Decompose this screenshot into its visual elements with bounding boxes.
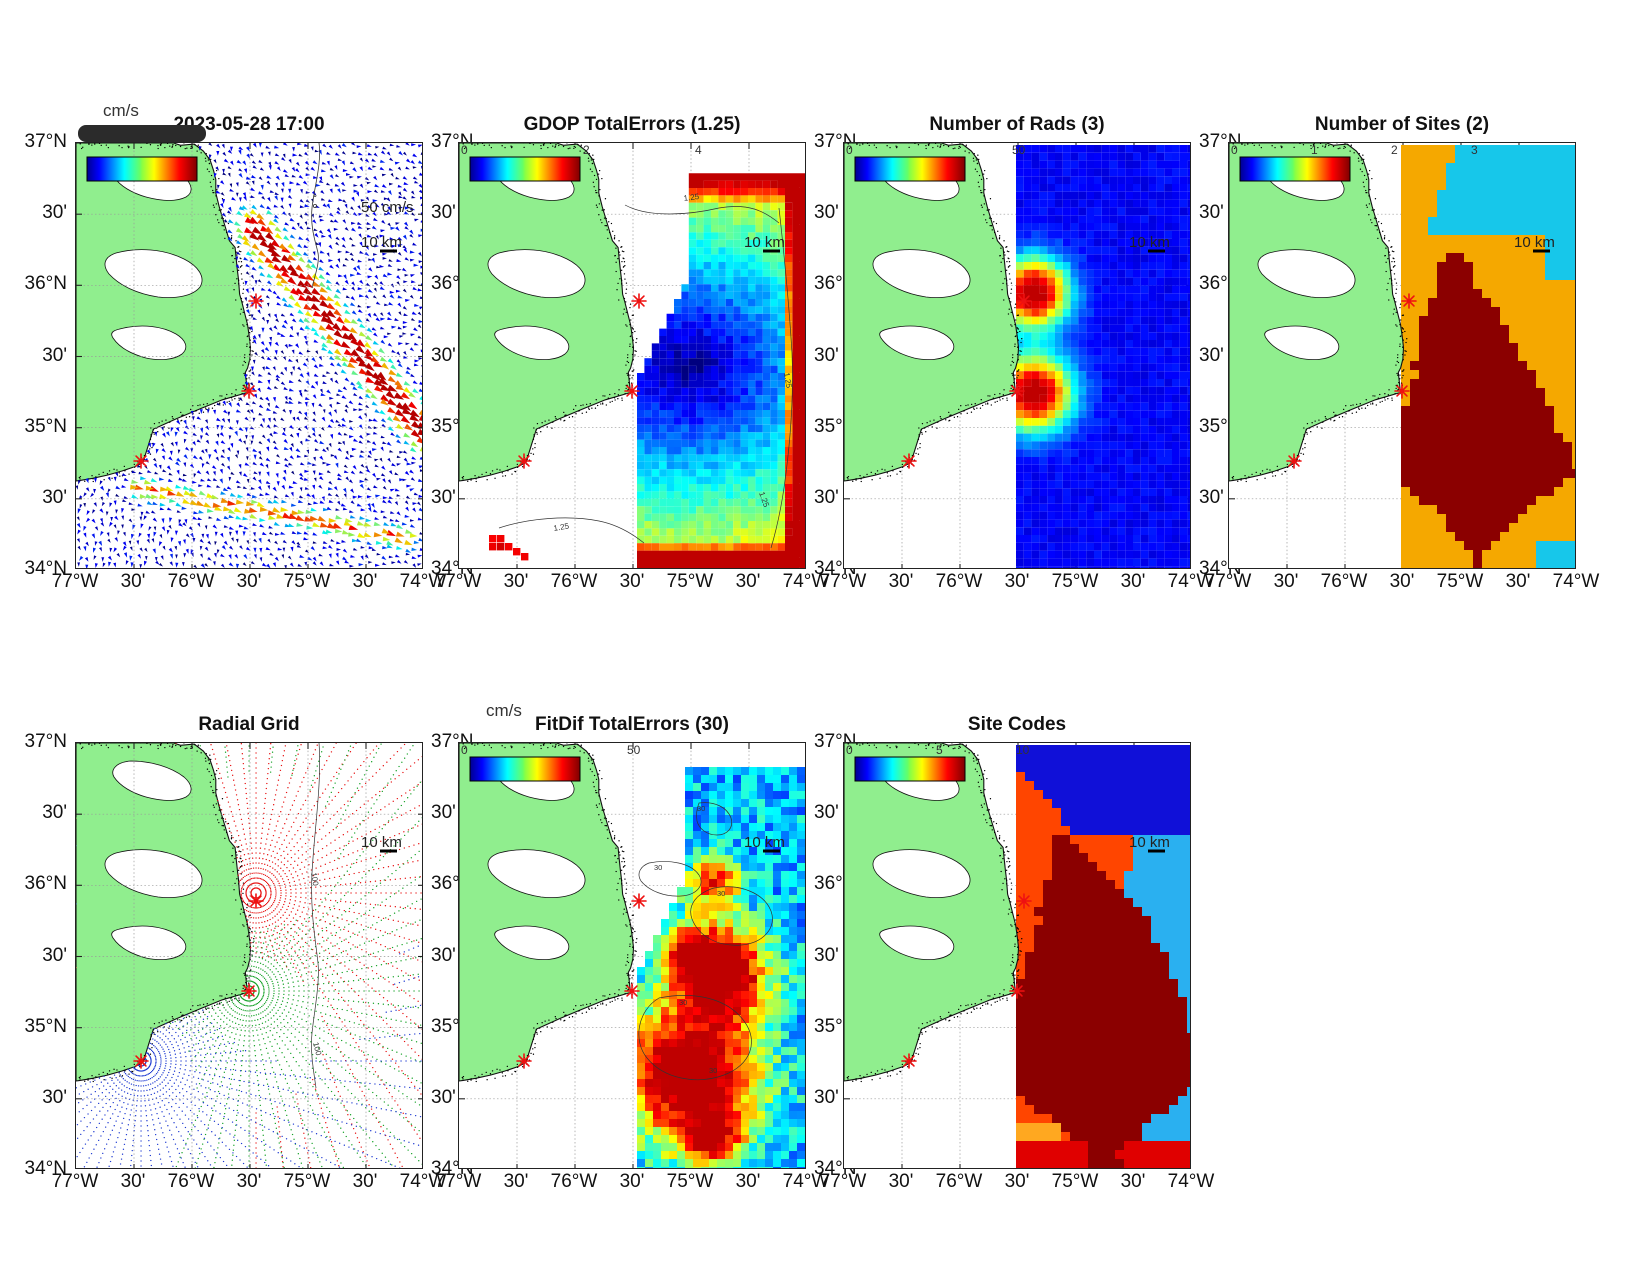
svg-text:10 km: 10 km (361, 234, 402, 251)
svg-text:1: 1 (1311, 143, 1318, 157)
svg-text:50: 50 (1012, 143, 1026, 157)
svg-text:10 km: 10 km (361, 834, 402, 851)
svg-text:10: 10 (1016, 743, 1030, 757)
svg-text:0: 0 (846, 143, 853, 157)
svg-text:2: 2 (583, 143, 590, 157)
svg-text:50 cm/s: 50 cm/s (361, 199, 414, 216)
svg-text:10 km: 10 km (1514, 234, 1555, 251)
svg-text:5: 5 (936, 743, 943, 757)
svg-text:30: 30 (654, 863, 662, 872)
svg-text:10 km: 10 km (1129, 234, 1170, 251)
svg-text:0: 0 (461, 143, 468, 157)
svg-text:30: 30 (717, 889, 725, 898)
svg-text:10 km: 10 km (1129, 834, 1170, 851)
svg-text:0: 0 (461, 743, 468, 757)
svg-text:30: 30 (697, 804, 705, 813)
svg-text:10 km: 10 km (744, 234, 785, 251)
svg-text:1.25: 1.25 (553, 521, 570, 533)
svg-text:°: ° (313, 193, 317, 203)
svg-text:0: 0 (846, 743, 853, 757)
svg-text:30: 30 (679, 998, 687, 1007)
svg-text:30: 30 (709, 1066, 717, 1075)
svg-text:4: 4 (695, 143, 702, 157)
svg-text:10 km: 10 km (744, 834, 785, 851)
svg-text:3: 3 (1471, 143, 1478, 157)
svg-text:2: 2 (1391, 143, 1398, 157)
svg-text:50: 50 (627, 743, 641, 757)
svg-text:0: 0 (1231, 143, 1238, 157)
svg-text:100: 100 (309, 872, 320, 887)
